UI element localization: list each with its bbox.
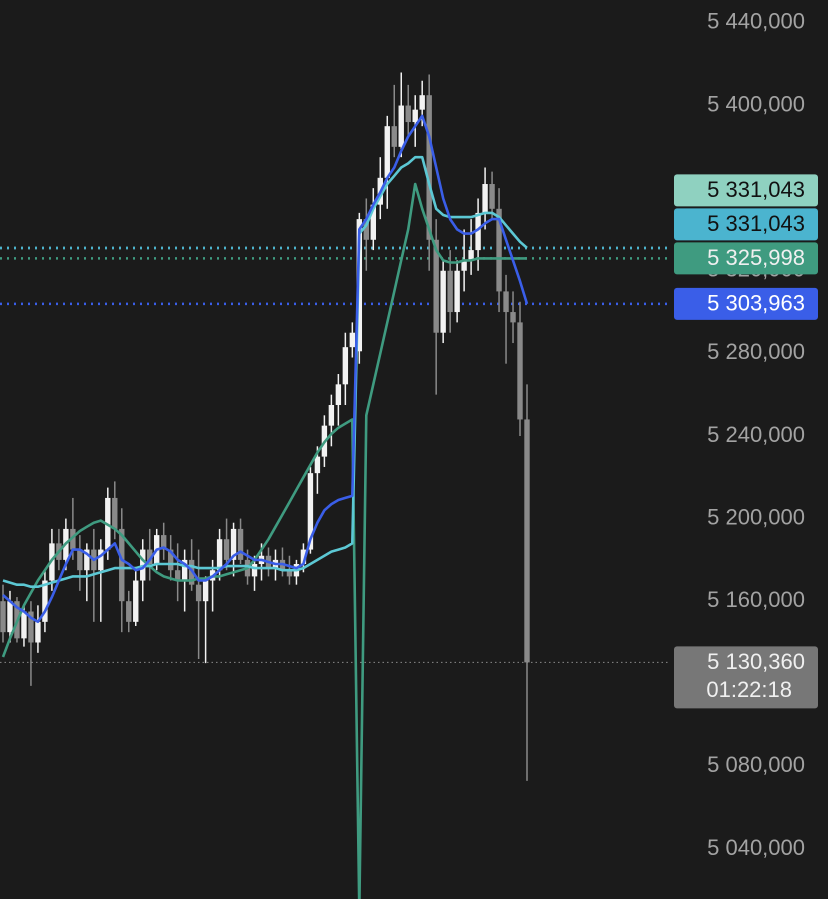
candle-body	[70, 528, 76, 550]
candle-body	[433, 239, 439, 333]
candle-body	[426, 95, 432, 240]
candle-body	[300, 549, 307, 565]
candle-body	[147, 549, 153, 565]
candle-body	[454, 270, 460, 313]
countdown: 01:22:18	[706, 677, 792, 702]
candle-body	[524, 419, 530, 663]
candle-body	[419, 95, 425, 110]
candle-body	[202, 580, 209, 602]
price-badge-label: 5 325,998	[707, 245, 805, 270]
candle-body	[510, 312, 516, 323]
candle-body	[475, 212, 481, 251]
candle-body	[342, 347, 349, 385]
candle-body	[28, 611, 34, 643]
candle-body	[391, 126, 397, 147]
candle-body	[237, 528, 244, 560]
candle-body	[440, 270, 446, 333]
candle-body	[405, 105, 411, 123]
candle-body	[251, 564, 258, 577]
candle-body	[195, 584, 202, 602]
y-tick-label: 5 160,000	[707, 587, 805, 612]
candle-body	[126, 601, 132, 622]
y-tick-label: 5 400,000	[707, 91, 805, 116]
candle-body	[230, 528, 237, 560]
price-badge	[674, 287, 818, 320]
price-badge	[674, 208, 818, 241]
candle-body	[489, 184, 495, 209]
price-badge-label: 5 331,043	[707, 177, 805, 202]
last-price-badge	[674, 646, 818, 709]
last-price-label: 5 130,360	[707, 649, 805, 674]
candle-body	[133, 580, 139, 622]
candle-body	[174, 570, 181, 581]
price-badge-label: 5 331,043	[707, 211, 805, 236]
candle-body	[335, 384, 342, 405]
candle-body	[307, 473, 314, 550]
candle-body	[77, 549, 83, 571]
y-tick-label: 5 240,000	[707, 422, 805, 447]
candle-body	[21, 611, 27, 639]
y-tick-label: 5 080,000	[707, 752, 805, 777]
candle-body	[216, 539, 223, 571]
y-tick-label: 5 200,000	[707, 504, 805, 529]
candle-body	[42, 580, 48, 622]
candle-body	[286, 570, 293, 577]
candle-body	[328, 404, 335, 426]
candle-body	[167, 549, 174, 571]
candle-body	[398, 105, 404, 147]
candle-body	[363, 219, 370, 240]
candle-body	[349, 332, 356, 348]
y-tick-label: 5 440,000	[707, 9, 805, 34]
candle-body	[181, 559, 188, 581]
candle-body	[7, 601, 13, 633]
candle-body	[160, 535, 167, 550]
candle-body	[496, 208, 502, 292]
candle-body	[84, 549, 90, 571]
candle-body	[517, 322, 523, 420]
ma-line	[2, 114, 529, 624]
candle-body	[370, 204, 376, 240]
y-tick-label: 5 040,000	[707, 835, 805, 860]
plot-area	[0, 72, 670, 899]
candle-body	[112, 497, 118, 529]
candle-body	[503, 291, 509, 313]
candle-body	[468, 250, 474, 261]
candle-body	[314, 456, 321, 474]
ma-line	[1, 182, 527, 899]
ma-line	[2, 155, 528, 588]
candle-body	[412, 109, 418, 123]
price-badge-label: 5 303,963	[707, 291, 805, 316]
candle-body	[482, 184, 488, 213]
candle-body	[119, 528, 125, 602]
candle-body	[223, 539, 230, 560]
price-badge	[674, 174, 818, 207]
candle-body	[461, 260, 467, 271]
candle-body	[447, 270, 453, 313]
candle-body	[384, 126, 390, 178]
candle-body	[0, 601, 6, 633]
candle-body	[35, 621, 41, 643]
candle-body	[98, 549, 104, 571]
y-tick-label: 5 280,000	[707, 339, 805, 364]
price-badge	[674, 242, 818, 275]
